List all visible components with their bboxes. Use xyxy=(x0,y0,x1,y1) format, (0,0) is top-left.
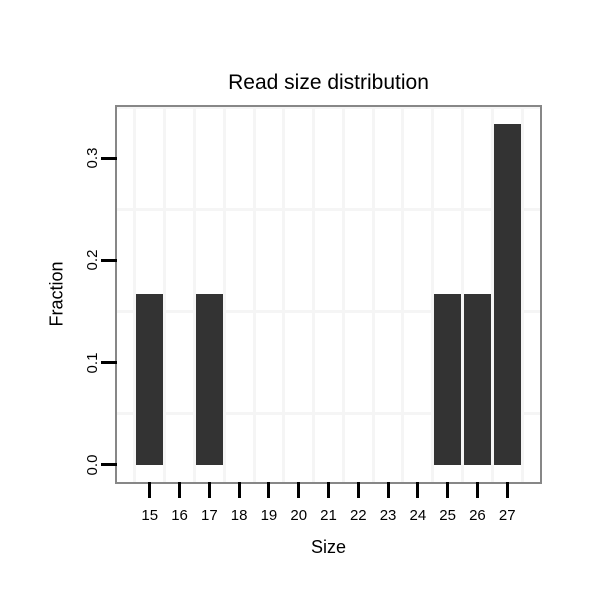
y-tick xyxy=(101,156,117,160)
x-tick-label: 15 xyxy=(141,507,159,524)
bar-size-25 xyxy=(434,294,462,465)
x-tick xyxy=(207,482,211,498)
x-tick xyxy=(148,482,152,498)
minor-gridline-vertical xyxy=(461,107,465,482)
minor-gridline-horizontal xyxy=(117,412,540,416)
x-tick-label: 17 xyxy=(201,507,218,524)
x-tick-label: 25 xyxy=(439,507,456,524)
x-tick xyxy=(267,482,271,498)
x-tick xyxy=(446,482,450,498)
x-tick-label: 26 xyxy=(469,507,486,524)
x-tick xyxy=(297,482,301,498)
x-tick xyxy=(416,482,420,498)
x-tick-label: 16 xyxy=(171,507,188,524)
y-tick-label: 0.1 xyxy=(83,352,101,374)
minor-gridline-vertical xyxy=(431,107,435,482)
plot-panel xyxy=(115,105,542,484)
y-tick xyxy=(101,361,117,365)
minor-gridline-vertical xyxy=(341,107,345,482)
minor-gridline-vertical xyxy=(490,107,494,482)
x-tick-label: 23 xyxy=(379,507,397,524)
y-tick xyxy=(101,463,117,467)
x-tick xyxy=(505,482,509,498)
minor-gridline-horizontal xyxy=(117,107,540,109)
minor-gridline-horizontal xyxy=(117,310,540,314)
minor-gridline-vertical xyxy=(192,107,196,482)
minor-gridline-vertical xyxy=(163,107,167,482)
x-tick-label: 20 xyxy=(290,507,308,524)
minor-gridline-vertical xyxy=(401,107,405,482)
y-tick-label: 0.2 xyxy=(83,249,101,271)
minor-gridline-vertical xyxy=(312,107,316,482)
x-tick-label: 27 xyxy=(498,507,516,524)
minor-gridline-vertical xyxy=(371,107,375,482)
x-tick xyxy=(475,482,479,498)
x-tick xyxy=(178,482,182,498)
x-tick xyxy=(237,482,241,498)
minor-gridline-horizontal xyxy=(117,207,540,211)
y-tick-label: 0.0 xyxy=(83,454,101,476)
x-tick xyxy=(356,482,360,498)
x-tick-label: 24 xyxy=(409,507,427,524)
minor-gridline-vertical xyxy=(133,107,137,482)
bar-size-15 xyxy=(136,294,164,465)
x-tick-label: 21 xyxy=(320,507,337,524)
x-axis-title: Size xyxy=(310,537,346,557)
y-tick-label: 0.3 xyxy=(83,147,101,169)
minor-gridline-vertical xyxy=(252,107,256,482)
bar-size-26 xyxy=(464,294,491,465)
y-tick xyxy=(101,258,117,262)
x-tick xyxy=(327,482,330,498)
y-axis-title: Fraction xyxy=(46,261,67,327)
bar-size-27 xyxy=(493,124,521,465)
x-tick xyxy=(386,482,390,498)
bar-size-17 xyxy=(195,294,223,465)
minor-gridline-vertical xyxy=(222,107,226,482)
minor-gridline-vertical xyxy=(520,107,524,482)
minor-gridline-vertical xyxy=(282,107,286,482)
x-tick-label: 22 xyxy=(349,507,367,524)
chart-title: Read size distribution xyxy=(228,71,429,94)
x-tick-label: 19 xyxy=(260,507,278,524)
x-tick-label: 18 xyxy=(230,507,248,524)
